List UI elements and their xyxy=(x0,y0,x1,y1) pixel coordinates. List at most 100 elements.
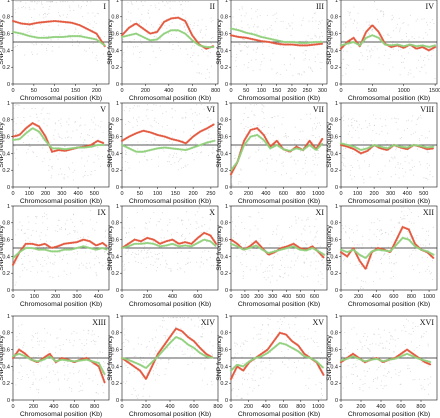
scatter-point xyxy=(248,250,250,252)
scatter-point xyxy=(389,363,391,365)
scatter-point xyxy=(50,141,52,143)
scatter-point xyxy=(54,374,56,376)
scatter-point xyxy=(84,124,86,126)
x-tick-label: 600 xyxy=(389,294,398,300)
scatter-point xyxy=(59,251,61,254)
scatter-point xyxy=(379,230,381,232)
scatter-point xyxy=(137,370,139,372)
scatter-point xyxy=(85,266,87,268)
scatter-point xyxy=(130,20,132,22)
scatter-point xyxy=(43,35,45,37)
scatter-point xyxy=(210,42,212,44)
scatter-point xyxy=(365,339,368,341)
scatter-point xyxy=(189,232,191,234)
scatter-point xyxy=(141,209,144,211)
scatter-point xyxy=(181,219,183,221)
scatter-point xyxy=(139,56,141,59)
scatter-point xyxy=(27,216,29,218)
series-dots xyxy=(120,327,215,382)
scatter-point xyxy=(160,237,162,239)
scatter-point xyxy=(161,126,163,128)
scatter-point xyxy=(285,151,287,153)
scatter-point xyxy=(378,344,380,346)
scatter-point xyxy=(176,232,178,234)
scatter-point xyxy=(65,1,67,3)
scatter-point xyxy=(388,57,390,59)
scatter-point xyxy=(351,229,353,231)
scatter-point xyxy=(47,227,49,229)
scatter-point xyxy=(18,325,20,327)
scatter-point xyxy=(20,229,22,231)
scatter-point xyxy=(254,130,256,132)
y-tick-label: 0 xyxy=(7,398,10,404)
scatter-point xyxy=(273,256,275,258)
scatter-point xyxy=(266,14,269,17)
scatter-point xyxy=(420,384,422,386)
scatter-point xyxy=(290,266,292,269)
scatter-point xyxy=(46,263,48,265)
y-tick-label: 0.6 xyxy=(220,32,228,38)
scatter-point xyxy=(29,386,31,389)
scatter-point xyxy=(177,317,179,319)
scatter-point xyxy=(348,130,351,133)
scatter-point xyxy=(30,145,32,147)
scatter-point xyxy=(307,218,309,220)
scatter-point xyxy=(249,354,252,356)
scatter-point xyxy=(84,139,86,141)
y-tick-label: 0.4 xyxy=(330,48,338,54)
scatter-point xyxy=(312,239,314,241)
scatter-point xyxy=(169,7,171,9)
y-tick-label: 1 xyxy=(335,0,338,4)
scatter-point xyxy=(37,260,39,262)
series-dots xyxy=(11,30,106,47)
scatter-point xyxy=(210,17,212,19)
scatter-point xyxy=(190,108,192,110)
scatter-point xyxy=(183,319,185,321)
scatter-point xyxy=(407,320,409,322)
scatter-point xyxy=(232,16,234,18)
scatter-point xyxy=(17,104,19,106)
scatter-point xyxy=(282,276,284,279)
scatter-point xyxy=(243,342,245,344)
panel-label: VII xyxy=(313,105,324,114)
scatter-point xyxy=(204,367,206,369)
scatter-point xyxy=(177,251,179,253)
scatter-point xyxy=(395,345,397,347)
scatter-point xyxy=(243,119,245,121)
scatter-point xyxy=(102,384,104,386)
scatter-point xyxy=(155,350,157,352)
scatter-point xyxy=(251,378,253,380)
x-tick-label: 300 xyxy=(72,294,81,300)
x-tick-label: 200 xyxy=(92,88,101,94)
scatter-point xyxy=(204,250,206,252)
scatter-point xyxy=(209,219,211,221)
scatter-point xyxy=(144,1,146,3)
scatter-point xyxy=(62,344,64,346)
scatter-point xyxy=(245,134,247,136)
scatter-point xyxy=(45,246,47,248)
x-tick-label: 400 xyxy=(261,191,270,197)
scatter-point xyxy=(61,1,63,3)
scatter-point xyxy=(76,251,78,253)
scatter-point xyxy=(314,226,316,228)
x-tick-label: 300 xyxy=(386,191,395,197)
scatter-point xyxy=(391,14,393,16)
scatter-point xyxy=(128,231,130,233)
scatter-point xyxy=(29,260,31,262)
series-dots xyxy=(229,133,324,172)
scatter-point xyxy=(419,140,421,142)
scatter-point xyxy=(241,8,243,10)
series-dots xyxy=(11,238,108,266)
scatter-point xyxy=(164,25,166,27)
scatter-point xyxy=(79,42,81,44)
scatter-point xyxy=(400,61,403,64)
x-tick-label: 200 xyxy=(51,294,60,300)
scatter-point xyxy=(287,250,289,252)
scatter-point xyxy=(312,155,314,157)
scatter-point xyxy=(210,21,212,23)
scatter-point xyxy=(258,385,260,387)
scatter-point xyxy=(51,50,53,52)
scatter-point xyxy=(59,122,61,124)
scatter-point xyxy=(302,52,304,54)
